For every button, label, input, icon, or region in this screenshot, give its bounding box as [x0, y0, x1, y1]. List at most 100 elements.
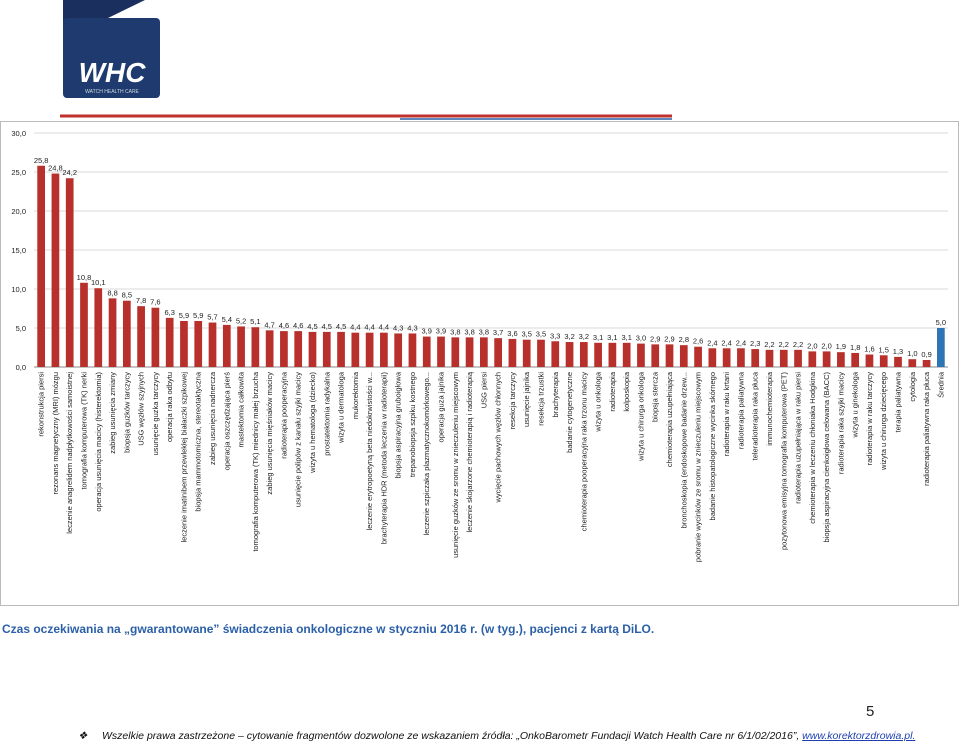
x-tick-label: biopsja aspiracyjna cienkoigłowa celowan…	[822, 372, 831, 543]
bar	[80, 282, 88, 367]
x-tick-label: wizyta u dermatologa	[337, 371, 346, 444]
logo-box	[63, 18, 160, 98]
x-tick-label: resekcja tarczycy	[508, 372, 517, 430]
bar	[451, 337, 460, 367]
bar	[137, 306, 145, 367]
bar	[480, 337, 488, 367]
x-tick-label: usunięcie polipów z kanału szyjki macicy	[294, 372, 303, 507]
bar	[151, 307, 160, 367]
value-label: 7,6	[150, 298, 160, 307]
value-label: 24,2	[62, 168, 77, 177]
value-label: 1,8	[850, 343, 860, 352]
x-tick-label: prostatektomia radykalna	[322, 371, 331, 456]
bar	[779, 349, 788, 367]
x-tick-label: operacja raka odbytu	[165, 372, 174, 442]
bar	[122, 300, 131, 367]
bar	[722, 348, 731, 367]
bar	[508, 338, 517, 367]
bar	[108, 298, 117, 367]
bar	[251, 327, 260, 367]
value-label: 3,1	[607, 333, 617, 342]
bar	[565, 342, 574, 367]
y-tick-label: 25,0	[11, 168, 26, 177]
value-label: 3,6	[507, 329, 517, 338]
x-tick-label: wizyta u onkologa	[594, 371, 603, 432]
bar	[494, 338, 502, 367]
x-tick-label: USG piersi	[479, 372, 488, 409]
value-label: 4,3	[393, 323, 403, 332]
bar	[237, 326, 245, 367]
value-label: 5,1	[250, 317, 260, 326]
bar	[894, 356, 902, 367]
x-tick-label: immunochemioterapia	[765, 371, 774, 446]
value-label: 4,7	[264, 320, 274, 329]
x-tick-label: rekonstrukcja piersi	[37, 372, 46, 437]
value-label: 4,4	[379, 323, 389, 332]
value-label: 1,6	[864, 345, 874, 354]
bar	[394, 333, 403, 367]
bar	[665, 344, 674, 367]
value-label: 4,6	[293, 321, 303, 330]
value-label: 3,9	[436, 327, 446, 336]
footer-link[interactable]: www.korektorzdrowia.pl.	[802, 730, 916, 742]
x-tick-label: leczenie imatinibem przewlekłej białaczk…	[179, 372, 188, 543]
value-label: 1,9	[836, 342, 846, 351]
x-tick-label: leczenie szpiczaka plazmatycznokomórkowe…	[422, 372, 431, 535]
value-label: 1,0	[907, 349, 917, 358]
bar	[651, 344, 660, 367]
value-label: 5,4	[222, 315, 232, 324]
bar	[679, 345, 688, 367]
bar	[551, 341, 560, 367]
x-tick-label: biopsja mammotomiczna, stereotaktyczna	[194, 371, 203, 511]
bar	[579, 342, 588, 367]
bar	[280, 331, 288, 367]
value-label: 3,0	[636, 334, 646, 343]
value-label: 4,5	[307, 322, 317, 331]
value-label: 3,8	[479, 327, 489, 336]
header: WHC WATCH HEALTH CARE	[60, 0, 672, 120]
value-label: 3,1	[593, 333, 603, 342]
bar	[708, 348, 717, 367]
bar	[208, 322, 217, 367]
x-tick-label: teleradioterapia raka płuca	[751, 371, 760, 460]
x-tick-label: trepanobiopsja szpiku kostnego	[408, 372, 417, 477]
bar	[94, 288, 103, 367]
value-label: 1,3	[893, 347, 903, 356]
bar	[194, 320, 203, 367]
y-tick-label: 5,0	[16, 324, 26, 333]
x-tick-label: biopsja aspiracyjna gruboigłowa	[394, 371, 403, 478]
logo-mark: WHC	[79, 57, 147, 88]
x-tick-label: badanie cytogenetyczne	[565, 372, 574, 453]
bar	[65, 178, 74, 367]
x-tick-label: radioterapia w raku krtani	[722, 372, 731, 457]
value-label: 2,8	[679, 335, 689, 344]
x-tick-label: brachyterapia HDR (metoda leczenia w rad…	[379, 372, 388, 545]
x-tick-label: radioterapia w raku tarczycy	[865, 372, 874, 466]
bar	[322, 331, 331, 367]
x-tick-label: kolposkopia	[622, 371, 631, 411]
x-tick-label: zabieg usunięcia zmiany	[108, 372, 117, 454]
value-label: 8,5	[122, 291, 132, 300]
x-tick-label: zabieg usunięcia nadnercza	[208, 371, 217, 465]
value-label: 2,9	[650, 334, 660, 343]
bar	[351, 332, 360, 367]
x-tick-label: radioterapia	[608, 371, 617, 411]
x-tick-label: biopsja stercza	[651, 371, 660, 422]
value-label: 5,9	[179, 311, 189, 320]
footer: ❖ Wszelkie prawa zastrzeżone – cytowanie…	[78, 730, 915, 742]
bar	[165, 317, 174, 367]
bar	[794, 349, 802, 367]
bar	[37, 165, 45, 367]
bar	[751, 349, 760, 367]
value-label: 4,5	[336, 322, 346, 331]
logo-text: WATCH HEALTH CARE	[85, 89, 139, 95]
x-tick-label: brachyterapia	[551, 371, 560, 417]
value-label: 5,9	[193, 311, 203, 320]
bar	[737, 348, 745, 367]
x-tick-label: wizyta u hematologa (dziecko)	[308, 372, 317, 474]
value-label: 4,4	[364, 323, 374, 332]
x-tick-label: radioterapia paliatywna raka płuca	[922, 371, 931, 486]
bar	[879, 355, 888, 367]
bar	[180, 320, 188, 367]
